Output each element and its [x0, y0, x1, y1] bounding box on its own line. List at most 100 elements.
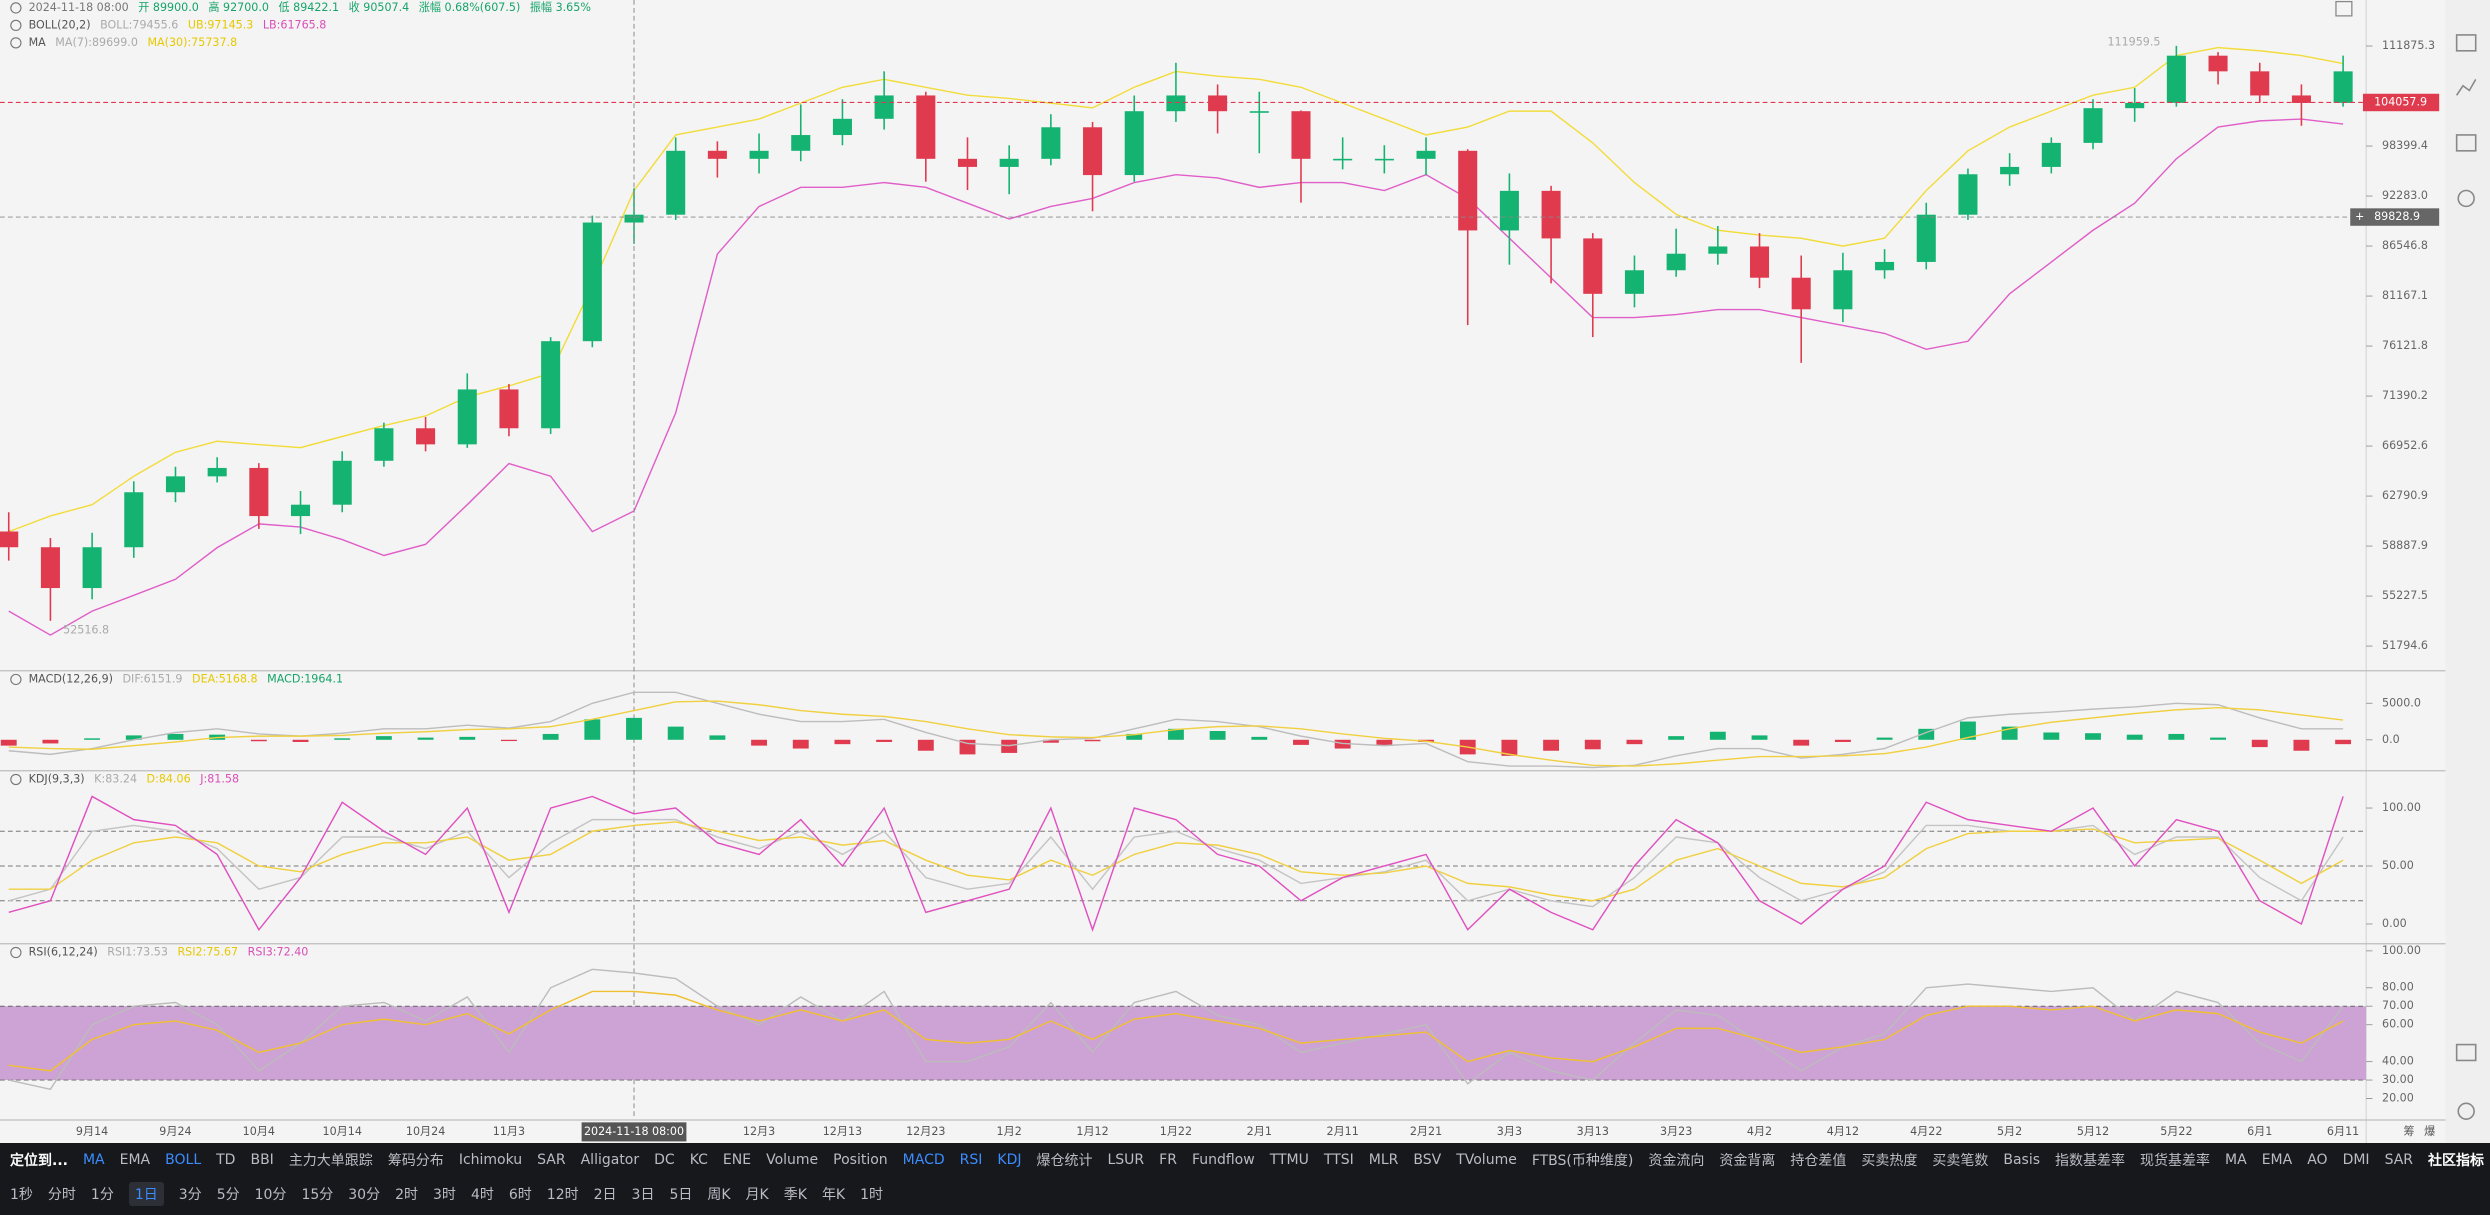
indicator-button[interactable]: 资金背离 [1719, 1153, 1776, 1169]
interval-button[interactable]: 3分 [178, 1187, 202, 1203]
interval-button[interactable]: 15分 [301, 1187, 334, 1203]
interval-button[interactable]: 3时 [433, 1187, 456, 1203]
indicator-button[interactable]: 爆仓统计 [1036, 1153, 1093, 1169]
tool-icon[interactable] [2455, 1043, 2477, 1062]
indicator-button[interactable]: Fundflow [1191, 1152, 1255, 1168]
interval-button[interactable]: 1分 [90, 1187, 114, 1203]
legend-toggle[interactable] [10, 2, 22, 14]
candle-body [1958, 174, 1978, 215]
interval-button[interactable]: 6时 [508, 1187, 532, 1203]
indicator-button[interactable]: TVolume [1456, 1152, 1517, 1168]
interval-button[interactable]: 12时 [546, 1187, 579, 1203]
interval-button[interactable]: 周K [707, 1187, 731, 1203]
indicator-button[interactable]: FR [1159, 1152, 1177, 1168]
y-tick-label: 55227.5 [2382, 589, 2428, 602]
rsi-band [0, 1006, 2367, 1081]
indicator-button[interactable]: Ichimoku [458, 1152, 523, 1168]
indicator-button[interactable]: DC [654, 1152, 675, 1168]
indicator-button[interactable]: 现货基差率 [2140, 1153, 2211, 1169]
interval-button[interactable]: 5分 [216, 1187, 240, 1203]
tool-icon[interactable] [2455, 134, 2477, 152]
tool-icon[interactable] [2455, 34, 2477, 52]
macd-bar [125, 735, 142, 740]
candle-body [1791, 277, 1811, 310]
candle-body [2041, 142, 2061, 167]
indicator-button[interactable]: KC [689, 1152, 708, 1168]
legend-toggle[interactable] [10, 37, 22, 49]
candle-body [1374, 158, 1394, 161]
interval-button[interactable]: 1时 [860, 1187, 884, 1203]
interval-button[interactable]: 2日 [593, 1187, 617, 1203]
indicator-button[interactable]: MLR [1368, 1152, 1399, 1168]
indicator-button[interactable]: BOLL [165, 1152, 202, 1168]
indicator-button[interactable]: 资金流向 [1648, 1153, 1705, 1169]
interval-button[interactable]: 3日 [631, 1187, 655, 1203]
indicator-button[interactable]: MA [2225, 1152, 2247, 1168]
indicator-line [8, 118, 2344, 636]
indicator-button[interactable]: 筹码分布 [387, 1153, 444, 1169]
legend-toggle[interactable] [10, 773, 22, 786]
indicator-button[interactable]: EMA [119, 1152, 151, 1168]
indicator-button[interactable]: Basis [2003, 1152, 2041, 1168]
crosshair-plus: + [2355, 210, 2364, 223]
indicator-button[interactable]: MA [82, 1152, 105, 1168]
legend-toggle[interactable] [10, 946, 22, 959]
interval-button[interactable]: 分时 [47, 1187, 76, 1203]
tool-icon[interactable] [2457, 189, 2475, 208]
interval-button[interactable]: 月K [745, 1187, 769, 1203]
indicator-button[interactable]: 主力大单跟踪 [288, 1153, 373, 1169]
indicator-button[interactable]: BBI [250, 1152, 274, 1168]
candle-body [2166, 55, 2186, 103]
candle-body [749, 150, 769, 159]
macd-bar [1876, 737, 1893, 740]
interval-button[interactable]: 5日 [669, 1187, 693, 1203]
indicator-button[interactable]: Volume [766, 1152, 819, 1168]
interval-button[interactable]: 1秒 [10, 1187, 33, 1203]
macd-bar [584, 719, 601, 740]
indicator-button[interactable]: 指数基差率 [2055, 1153, 2126, 1169]
y-tick-label: 62790.9 [2382, 489, 2428, 502]
interval-button[interactable]: 年K [821, 1187, 846, 1203]
indicator-button[interactable]: AO [2307, 1152, 2328, 1168]
indicator-button[interactable]: 定位到... [10, 1153, 68, 1169]
indicator-button[interactable]: TTSI [1323, 1152, 1354, 1168]
indicator-button[interactable]: 买卖热度 [1861, 1153, 1918, 1169]
indicator-button[interactable]: 持仓差值 [1790, 1153, 1847, 1169]
chart: 111875.3 98399.4 92283.0 86546.8 81167.1 7612… [0, 0, 2490, 1143]
x-tick-label: 1月2 [997, 1125, 1022, 1138]
interval-button[interactable]: 4时 [470, 1187, 494, 1203]
indicator-button[interactable]: DMI [2342, 1152, 2370, 1168]
indicator-button[interactable]: BSV [1413, 1152, 1442, 1168]
indicator-button[interactable]: FTBS(币种维度) [1531, 1153, 1634, 1169]
macd-bar [834, 739, 851, 745]
interval-button[interactable]: 2时 [395, 1187, 419, 1203]
interval-button[interactable]: 季K [783, 1187, 807, 1203]
legend-text: MACD:1964.1 [267, 672, 343, 685]
fullscreen-icon[interactable] [2335, 0, 2353, 17]
indicator-button[interactable]: TD [216, 1152, 236, 1168]
candle-body [1541, 190, 1561, 239]
indicator-button[interactable]: SAR [2384, 1152, 2414, 1168]
indicator-button[interactable]: Alligator [580, 1152, 640, 1168]
x-tick-label: 11月3 [493, 1125, 525, 1138]
tool-icon[interactable] [2457, 1102, 2475, 1120]
indicator-button[interactable]: EMA [2261, 1152, 2293, 1168]
legend-toggle[interactable] [10, 19, 22, 32]
tool-icon[interactable] [2455, 78, 2477, 96]
indicator-button[interactable]: 买卖笔数 [1932, 1153, 1989, 1169]
indicator-button[interactable]: Position [833, 1152, 888, 1168]
legend-toggle[interactable] [10, 673, 22, 686]
interval-button[interactable]: 30分 [348, 1187, 381, 1203]
indicator-button[interactable]: RSI [959, 1152, 983, 1168]
interval-button[interactable]: 10分 [254, 1187, 287, 1203]
candle-body [916, 95, 936, 159]
indicator-button[interactable]: SAR [537, 1152, 566, 1168]
indicator-button[interactable]: MACD [902, 1152, 945, 1168]
interval-button[interactable]: 1日 [128, 1182, 164, 1206]
indicator-button[interactable]: LSUR [1107, 1152, 1145, 1168]
indicator-button[interactable]: KDJ [997, 1152, 1022, 1168]
indicator-button[interactable]: TTMU [1269, 1152, 1309, 1168]
indicator-button[interactable]: 社区指标 [2428, 1153, 2485, 1169]
indicator-button[interactable]: ENE [722, 1152, 752, 1168]
x-tick-label: 2月1 [1247, 1125, 1272, 1138]
